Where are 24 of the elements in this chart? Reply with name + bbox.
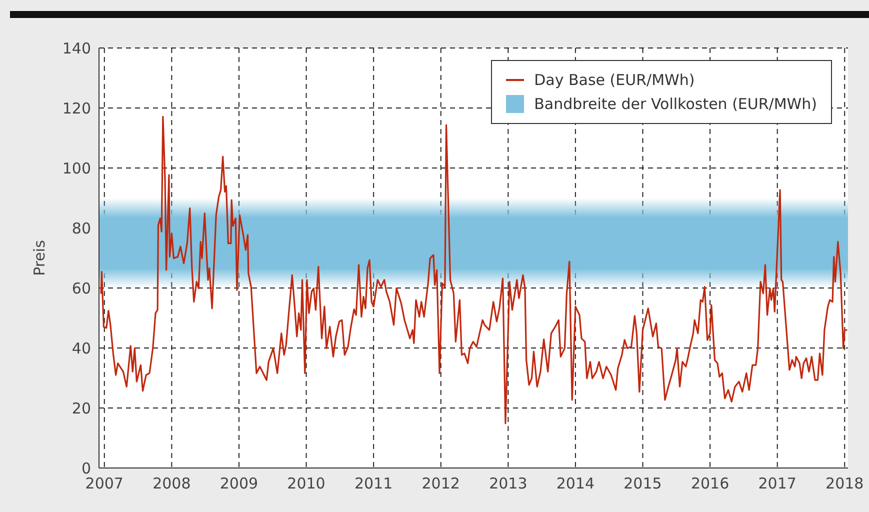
y-tick-label: 60 — [72, 279, 91, 298]
x-tick-label: 2016 — [690, 474, 730, 493]
y-tick-label: 120 — [62, 99, 91, 118]
x-tick-label: 2008 — [152, 474, 191, 493]
y-tick-label: 20 — [72, 399, 91, 418]
y-tick-label: 40 — [72, 339, 91, 358]
y-tick-label: 80 — [72, 219, 91, 238]
x-tick-label: 2017 — [758, 474, 796, 493]
x-tick-label: 2009 — [220, 474, 258, 493]
y-axis-title: Preis — [30, 240, 48, 276]
y-tick-label: 0 — [81, 459, 91, 478]
x-tick-label: 2011 — [354, 474, 393, 493]
x-tick-label: 2010 — [287, 474, 326, 493]
legend-label: Bandbreite der Vollkosten (EUR/MWh) — [534, 94, 817, 115]
x-tick-label: 2014 — [556, 474, 595, 493]
x-tick-label: 2012 — [422, 474, 460, 493]
line-series — [100, 116, 848, 424]
x-tick-label: 2013 — [489, 474, 528, 493]
x-tick-label: 2018 — [826, 474, 864, 493]
x-tick-label: 2007 — [85, 474, 124, 493]
y-tick-label: 140 — [62, 39, 91, 58]
y-tick-label: 100 — [62, 159, 91, 178]
x-tick-label: 2015 — [624, 474, 662, 493]
legend-label: Day Base (EUR/MWh) — [534, 70, 695, 91]
